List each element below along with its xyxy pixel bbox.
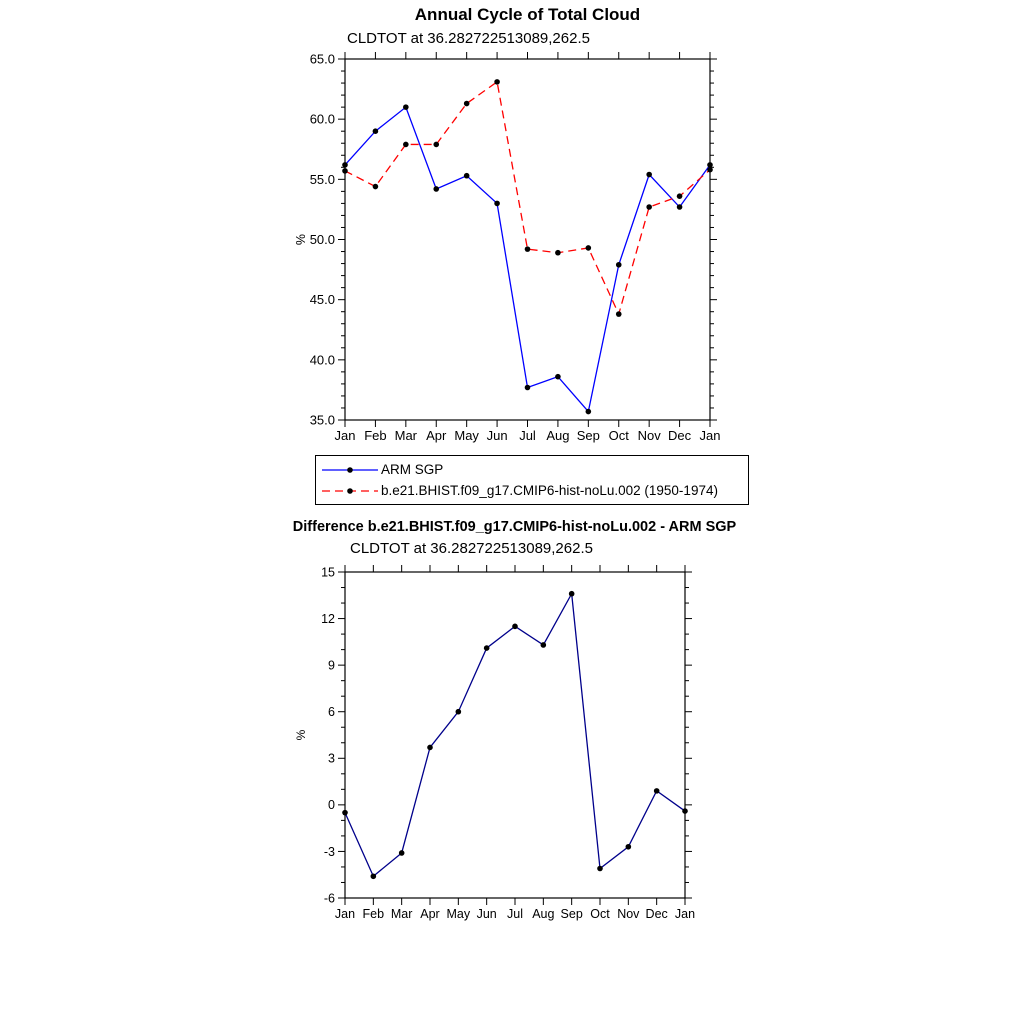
chart2-subtitle: CLDTOT at 36.282722513089,262.5 bbox=[350, 540, 593, 557]
svg-text:9: 9 bbox=[328, 659, 335, 673]
svg-text:35.0: 35.0 bbox=[310, 413, 335, 428]
svg-text:Mar: Mar bbox=[395, 428, 418, 443]
svg-text:Nov: Nov bbox=[617, 907, 640, 921]
svg-text:Nov: Nov bbox=[638, 428, 662, 443]
svg-text:65.0: 65.0 bbox=[310, 52, 335, 67]
svg-text:Feb: Feb bbox=[364, 428, 386, 443]
svg-text:Jul: Jul bbox=[507, 907, 523, 921]
svg-text:Feb: Feb bbox=[363, 907, 385, 921]
chart1-title: Annual Cycle of Total Cloud bbox=[414, 5, 641, 24]
svg-text:Oct: Oct bbox=[609, 428, 630, 443]
chart1-subtitle: CLDTOT at 36.282722513089,262.5 bbox=[347, 30, 590, 47]
svg-text:Jun: Jun bbox=[477, 907, 497, 921]
svg-text:Jan: Jan bbox=[335, 428, 356, 443]
svg-text:Sep: Sep bbox=[561, 907, 583, 921]
annual-cycle-line-chart: 35.0 40.0 45.0 50.0 55.0 60.0 65.0 Jan Feb Mar Apr… bbox=[295, 52, 721, 443]
svg-text:6: 6 bbox=[328, 705, 335, 719]
svg-text:-3: -3 bbox=[324, 845, 335, 859]
svg-text:May: May bbox=[454, 428, 479, 443]
svg-text:Aug: Aug bbox=[532, 907, 554, 921]
legend-line-sample-red-dashed-icon bbox=[322, 487, 378, 494]
svg-text:Mar: Mar bbox=[391, 907, 413, 921]
svg-text:Dec: Dec bbox=[668, 428, 692, 443]
legend-line-sample-blue-icon bbox=[322, 466, 378, 473]
svg-text:%: % bbox=[295, 729, 308, 740]
chart1-legend: ARM SGP b.e21.BHIST.f09_g17.CMIP6-hist-n… bbox=[315, 455, 749, 505]
svg-text:Jan: Jan bbox=[700, 428, 721, 443]
legend-entry-arm-sgp: ARM SGP bbox=[321, 462, 748, 477]
svg-text:Apr: Apr bbox=[420, 907, 439, 921]
legend-label-model: b.e21.BHIST.f09_g17.CMIP6-hist-noLu.002 … bbox=[381, 483, 718, 498]
svg-text:Jan: Jan bbox=[335, 907, 355, 921]
svg-text:60.0: 60.0 bbox=[310, 112, 335, 127]
svg-text:Oct: Oct bbox=[590, 907, 610, 921]
svg-text:50.0: 50.0 bbox=[310, 232, 335, 247]
svg-text:40.0: 40.0 bbox=[310, 352, 335, 367]
svg-text:12: 12 bbox=[321, 612, 335, 626]
chart2-title: Difference b.e21.BHIST.f09_g17.CMIP6-his… bbox=[292, 519, 737, 535]
svg-text:0: 0 bbox=[328, 798, 335, 812]
svg-text:Jul: Jul bbox=[519, 428, 536, 443]
legend-label-arm-sgp: ARM SGP bbox=[381, 462, 444, 477]
difference-line-chart: -6 -3 0 3 6 9 12 15 Jan Feb Mar Apr May Jun Jul Aug Sep O… bbox=[295, 565, 695, 921]
svg-text:May: May bbox=[447, 907, 471, 921]
svg-text:Sep: Sep bbox=[577, 428, 600, 443]
svg-text:15: 15 bbox=[321, 565, 335, 579]
svg-text:Apr: Apr bbox=[426, 428, 447, 443]
svg-text:Jun: Jun bbox=[487, 428, 508, 443]
svg-text:Aug: Aug bbox=[546, 428, 569, 443]
svg-text:-6: -6 bbox=[324, 891, 335, 905]
svg-text:Jan: Jan bbox=[675, 907, 695, 921]
svg-text:3: 3 bbox=[328, 752, 335, 766]
svg-text:Dec: Dec bbox=[646, 907, 668, 921]
svg-text:45.0: 45.0 bbox=[310, 292, 335, 307]
svg-text:55.0: 55.0 bbox=[310, 172, 335, 187]
legend-entry-model: b.e21.BHIST.f09_g17.CMIP6-hist-noLu.002 … bbox=[321, 483, 748, 498]
svg-text:%: % bbox=[295, 234, 308, 245]
